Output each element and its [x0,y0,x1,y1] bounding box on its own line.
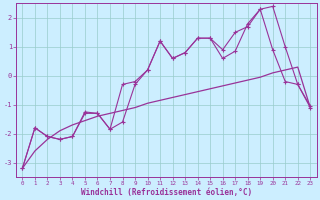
X-axis label: Windchill (Refroidissement éolien,°C): Windchill (Refroidissement éolien,°C) [81,188,252,197]
